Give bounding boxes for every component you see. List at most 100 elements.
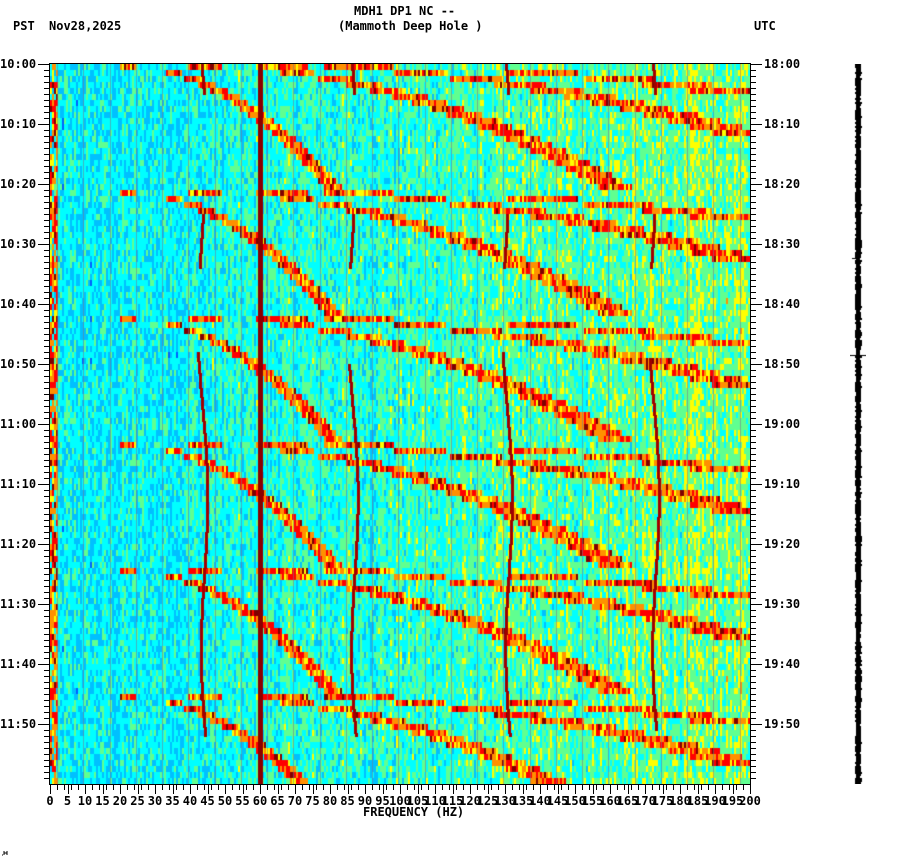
left-timezone-label: PST <box>13 19 35 33</box>
right-tick <box>750 448 756 449</box>
right-tick <box>750 760 756 761</box>
left-tick <box>44 250 50 251</box>
left-tick <box>44 292 50 293</box>
left-tick <box>44 118 50 119</box>
left-tick <box>44 76 50 77</box>
right-tick <box>750 418 756 419</box>
frequency-label: 195 <box>721 794 744 808</box>
x-tick <box>547 784 548 790</box>
right-tick <box>750 322 756 323</box>
x-tick <box>176 784 177 790</box>
left-tick <box>44 700 50 701</box>
right-tick <box>750 490 756 491</box>
x-tick <box>477 784 478 790</box>
x-tick <box>225 784 226 794</box>
left-tick <box>44 454 50 455</box>
right-tick <box>750 466 756 467</box>
right-tick <box>750 616 756 617</box>
frequency-label: 35 <box>165 794 180 808</box>
right-tick <box>750 496 756 497</box>
right-time-label: 18:40 <box>764 297 801 311</box>
left-tick <box>44 670 50 671</box>
right-tick <box>750 130 756 131</box>
x-tick <box>512 784 513 790</box>
right-tick <box>750 460 756 461</box>
left-tick <box>44 172 50 173</box>
frequency-label: 65 <box>270 794 285 808</box>
frequency-label: 105 <box>406 794 429 808</box>
left-tick <box>44 220 50 221</box>
left-tick <box>44 148 50 149</box>
x-tick <box>162 784 163 790</box>
right-tick <box>750 472 756 473</box>
x-tick <box>505 784 506 794</box>
right-tick <box>750 190 756 191</box>
x-tick <box>204 784 205 790</box>
x-tick <box>344 784 345 790</box>
right-tick <box>750 580 756 581</box>
left-tick <box>44 358 50 359</box>
x-tick <box>673 784 674 790</box>
left-tick <box>44 556 50 557</box>
right-tick <box>750 310 756 311</box>
right-tick <box>750 238 756 239</box>
left-tick <box>44 316 50 317</box>
x-tick <box>701 784 702 790</box>
frequency-label: 200 <box>739 794 761 808</box>
x-tick <box>239 784 240 790</box>
date-label: Nov28,2025 <box>49 19 122 33</box>
right-tick <box>750 520 756 521</box>
frequency-label: 165 <box>616 794 639 808</box>
left-time-label: 11:10 <box>0 477 37 491</box>
right-tick <box>750 412 756 413</box>
right-tick <box>750 718 756 719</box>
x-tick <box>208 784 209 794</box>
left-time-label: 10:30 <box>0 237 37 251</box>
right-time-label: 19:50 <box>764 717 801 731</box>
left-tick <box>44 694 50 695</box>
left-tick <box>44 238 50 239</box>
frequency-label: 155 <box>581 794 604 808</box>
x-tick <box>442 784 443 790</box>
x-tick <box>453 784 454 794</box>
left-tick <box>44 682 50 683</box>
left-tick <box>44 532 50 533</box>
left-tick <box>44 460 50 461</box>
left-tick <box>44 640 50 641</box>
left-tick <box>44 652 50 653</box>
x-tick <box>330 784 331 794</box>
right-tick <box>750 148 756 149</box>
left-tick <box>44 256 50 257</box>
left-tick <box>44 436 50 437</box>
x-tick <box>540 784 541 794</box>
left-tick <box>44 766 50 767</box>
right-tick <box>750 502 756 503</box>
right-tick <box>750 430 756 431</box>
left-tick <box>44 214 50 215</box>
frequency-label: 70 <box>287 794 303 808</box>
left-time-label: 11:30 <box>0 597 37 611</box>
frequency-label: 95 <box>375 794 390 808</box>
right-tick <box>750 556 756 557</box>
right-tick <box>750 436 756 437</box>
x-tick <box>666 784 667 790</box>
right-tick <box>750 172 756 173</box>
right-tick <box>750 676 756 677</box>
frequency-label: 110 <box>424 794 446 808</box>
left-tick <box>38 544 50 545</box>
left-tick <box>44 712 50 713</box>
left-tick <box>44 538 50 539</box>
right-tick <box>750 100 756 101</box>
left-tick <box>38 124 50 125</box>
left-tick <box>44 718 50 719</box>
right-tick <box>750 274 756 275</box>
left-tick <box>38 184 50 185</box>
right-tick <box>750 406 756 407</box>
right-tick <box>750 574 756 575</box>
x-tick <box>575 784 576 794</box>
right-tick <box>750 586 756 587</box>
frequency-label: 40 <box>182 794 198 808</box>
right-tick <box>750 280 756 281</box>
x-tick <box>281 784 282 790</box>
right-tick <box>750 424 762 425</box>
